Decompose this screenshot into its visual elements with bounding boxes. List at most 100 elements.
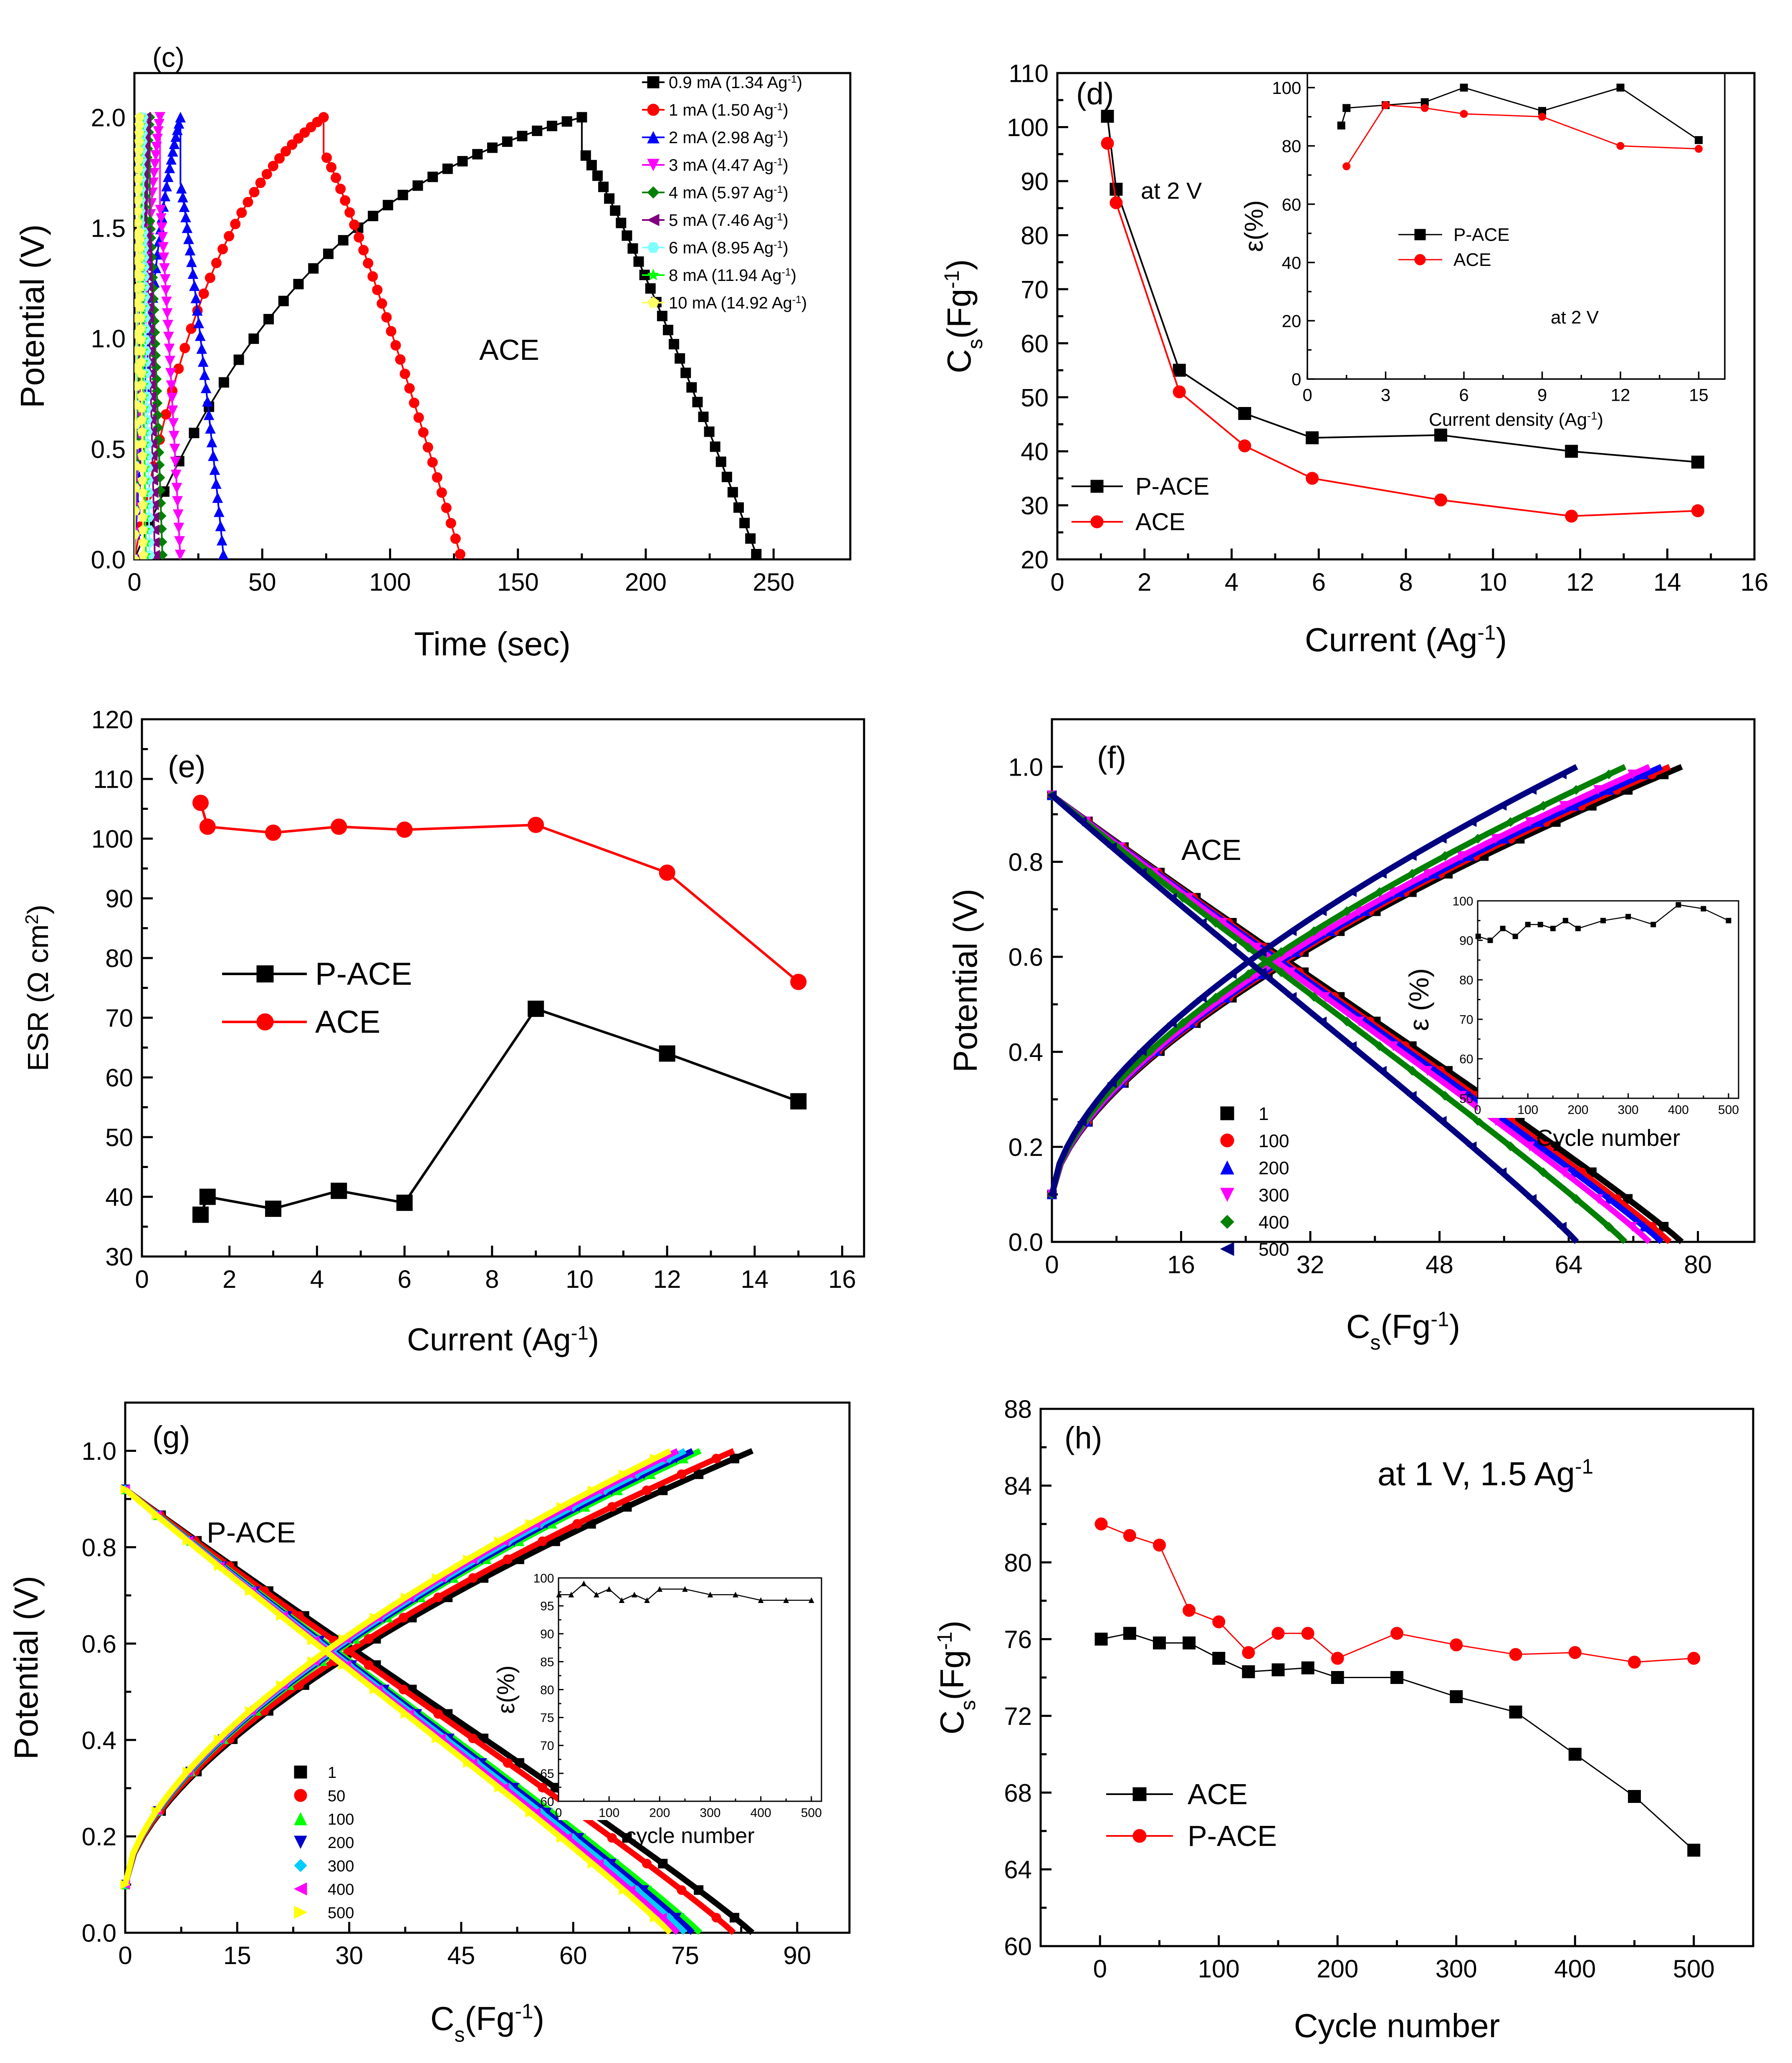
data-point xyxy=(323,248,334,259)
data-point xyxy=(631,1591,637,1598)
x-tick-label: 16 xyxy=(1167,1251,1195,1279)
legend-label: 1 xyxy=(328,1764,336,1782)
data-point xyxy=(136,334,146,344)
data-point xyxy=(176,182,187,194)
legend-marker xyxy=(647,131,660,144)
data-point xyxy=(1434,493,1447,507)
data-point xyxy=(382,200,393,210)
x-tick-label: 60 xyxy=(559,1942,587,1969)
data-point xyxy=(1538,1167,1549,1177)
data-point xyxy=(148,177,159,188)
data-point xyxy=(698,412,709,422)
data-point xyxy=(1377,869,1387,879)
panel-f: 0 16 32 48 64 80 0.0 0.2 0.4 0.6 0.8 1.0 (f) ACE Cs(Fg… xyxy=(947,718,1756,1354)
data-point xyxy=(164,356,176,367)
series-line-0 xyxy=(1107,116,1698,463)
inset-x-title: Cycle number xyxy=(1536,1125,1680,1151)
inset-y-title: ε(%) xyxy=(493,1665,520,1714)
data-point xyxy=(196,343,207,354)
data-point xyxy=(135,271,145,281)
data-point xyxy=(1496,1167,1507,1178)
data-point xyxy=(1407,1066,1418,1076)
data-point xyxy=(331,1183,347,1199)
data-point xyxy=(1687,1652,1701,1665)
y-tick-label: 1.0 xyxy=(1008,753,1043,781)
data-point xyxy=(1534,817,1545,827)
data-point xyxy=(307,1656,317,1666)
y-tick-label: 100 xyxy=(1007,114,1049,142)
data-point xyxy=(1407,1091,1417,1101)
data-point xyxy=(758,1597,764,1603)
data-point xyxy=(1331,1671,1344,1684)
data-point xyxy=(1211,993,1221,1003)
data-point xyxy=(135,302,146,312)
data-point xyxy=(432,472,442,483)
data-point xyxy=(158,252,169,263)
data-point xyxy=(472,149,483,159)
data-point xyxy=(627,243,638,254)
data-point xyxy=(137,463,148,473)
y-tick-label: 80 xyxy=(1021,222,1049,250)
panel-e: 0 2 4 6 8 10 12 14 16 30 40 50 60 70 80 90 100 110 120 (e) C… xyxy=(22,706,865,1358)
legend-label: 100 xyxy=(328,1811,354,1828)
y-tick-label: 70 xyxy=(540,1739,554,1753)
data-point xyxy=(1525,922,1531,928)
data-point xyxy=(514,1758,524,1768)
y-tick-label: 80 xyxy=(540,1683,554,1697)
data-point xyxy=(199,369,210,380)
data-point xyxy=(276,1680,286,1690)
data-point xyxy=(1616,142,1625,150)
x-tick-label: 3 xyxy=(1381,385,1390,405)
panel-d: 0 2 4 6 8 10 12 14 162030405060708090100110(d)at… xyxy=(940,60,1768,658)
data-point xyxy=(214,1734,224,1744)
y-tick-label: 70 xyxy=(1459,1013,1473,1027)
data-point xyxy=(381,312,392,323)
data-point xyxy=(1525,1141,1535,1152)
data-point xyxy=(1276,947,1286,957)
data-point xyxy=(1639,769,1649,779)
legend-marker xyxy=(1220,1242,1234,1256)
data-point xyxy=(1450,1690,1463,1703)
series-line-4 xyxy=(1049,764,1627,1196)
legend-label: 10 mA (14.92 Ag-1) xyxy=(669,294,807,312)
x-tick-label: 45 xyxy=(447,1942,475,1969)
data-point xyxy=(1342,1016,1352,1026)
legend-marker xyxy=(647,296,659,308)
legend-label: 6 mA (8.95 Ag-1) xyxy=(669,239,789,257)
data-point xyxy=(1197,993,1207,1003)
data-point xyxy=(1226,943,1237,953)
y-tick-label: 20 xyxy=(1021,546,1049,574)
data-point xyxy=(261,169,272,180)
y-tick-label: 0.4 xyxy=(82,1727,116,1755)
data-point xyxy=(396,1194,413,1211)
data-point xyxy=(137,426,147,436)
data-point xyxy=(468,1573,478,1583)
data-point xyxy=(1487,938,1493,943)
data-point xyxy=(1107,842,1117,852)
data-point xyxy=(1571,1194,1581,1204)
data-point xyxy=(363,258,374,269)
data-point xyxy=(1238,407,1251,420)
x-tick-label: 200 xyxy=(625,568,667,596)
annotation: P-ACE xyxy=(207,1516,296,1549)
data-point xyxy=(1496,801,1507,811)
data-point xyxy=(1628,1656,1641,1669)
axes-frame xyxy=(141,718,865,1258)
y-tick-label: 80 xyxy=(105,945,133,973)
data-point xyxy=(445,518,456,528)
data-point xyxy=(1506,817,1516,827)
data-point xyxy=(1183,1636,1196,1650)
data-point xyxy=(1256,947,1267,957)
data-point xyxy=(236,207,247,218)
data-point xyxy=(1659,1222,1669,1232)
panel-c: 0 50 100 150 200 250 0.0 0.5 1.0 1.5 2.0 (c) ACE Time… xyxy=(14,42,852,662)
y-tick-label: 100 xyxy=(533,1572,554,1585)
data-point xyxy=(650,1912,660,1923)
data-point xyxy=(398,1684,408,1694)
panel-h: 0 100 200 300 400 500 60 64 68 72 76 80 84 88 (h) at 1 … xyxy=(933,1396,1754,2044)
y-tick-label: 0.8 xyxy=(1008,848,1043,876)
data-point xyxy=(1309,926,1319,936)
data-point xyxy=(281,146,291,157)
data-point xyxy=(172,509,184,520)
